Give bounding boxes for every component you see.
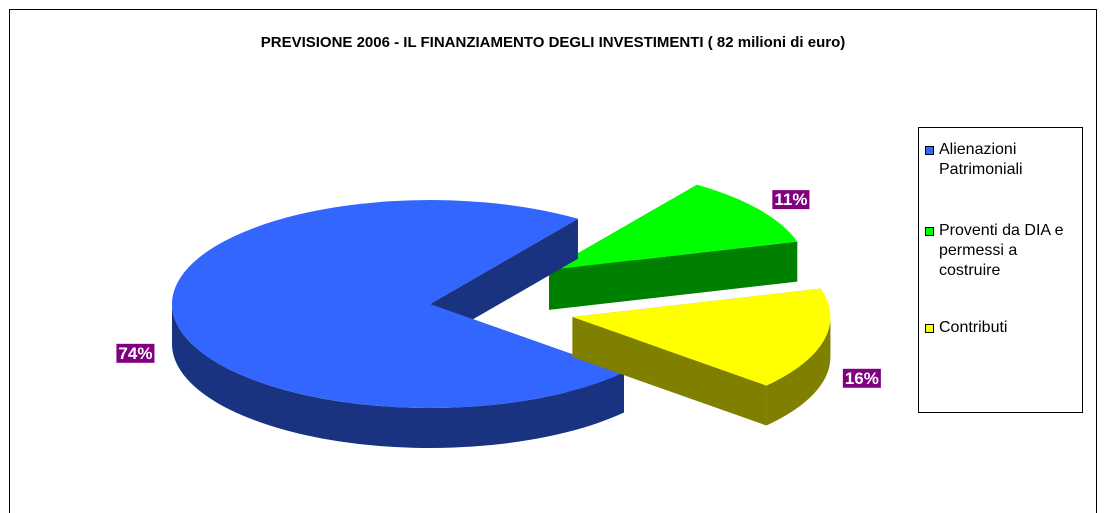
slice-top xyxy=(572,288,831,386)
legend-label: Proventi da DIA e permessi a costruire xyxy=(939,222,1064,279)
data-label: 11% xyxy=(774,190,807,209)
data-label-bg xyxy=(116,343,155,363)
data-label-bg xyxy=(842,368,881,388)
legend-label: Contributi xyxy=(939,319,1008,336)
slice-wall xyxy=(430,218,578,344)
slice-wall xyxy=(549,241,798,310)
legend-swatch xyxy=(925,146,934,155)
legend: Alienazioni Patrimoniali Proventi da DIA … xyxy=(918,127,1083,413)
legend-label: Alienazioni Patrimoniali xyxy=(939,141,1023,178)
slice-wall xyxy=(572,316,767,426)
data-label: 16% xyxy=(845,369,879,388)
data-label-bg xyxy=(772,190,810,210)
legend-entry: Alienazioni Patrimoniali xyxy=(925,140,1075,180)
legend-entry: Contributi xyxy=(925,318,1075,338)
pie-slice xyxy=(172,200,625,449)
slice-side xyxy=(766,316,831,426)
slice-top xyxy=(549,184,798,270)
data-label: 74% xyxy=(118,344,152,363)
slice-top xyxy=(172,200,625,409)
legend-swatch xyxy=(925,227,934,236)
pie-slice xyxy=(572,288,831,426)
legend-entry: Proventi da DIA e permessi a costruire xyxy=(925,221,1075,281)
chart-title: PREVISIONE 2006 - IL FINANZIAMENTO DEGLI… xyxy=(260,34,846,51)
slice-side xyxy=(172,304,625,449)
pie-slice xyxy=(549,184,798,310)
legend-swatch xyxy=(925,324,934,333)
